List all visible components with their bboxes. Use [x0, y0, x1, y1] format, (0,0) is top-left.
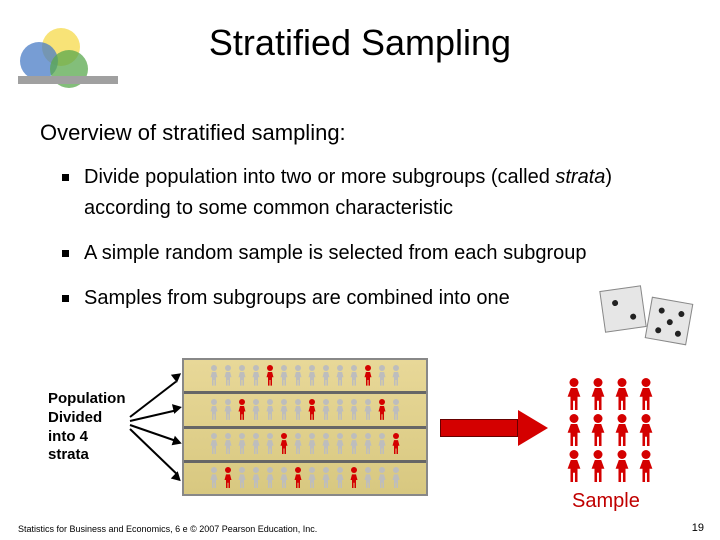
arrow-line — [130, 424, 175, 441]
person-icon — [333, 465, 347, 491]
die-pip — [655, 327, 662, 334]
person-icon — [291, 431, 305, 457]
person-icon — [361, 431, 375, 457]
sample-person-icon — [610, 412, 634, 448]
person-icon — [389, 363, 403, 389]
person-icon — [389, 431, 403, 457]
die-pip — [630, 313, 637, 320]
title-underline — [18, 76, 118, 84]
person-icon — [361, 363, 375, 389]
slide-subtitle: Overview of stratified sampling: — [40, 120, 346, 146]
sample-person-icon — [586, 376, 610, 412]
person-icon — [291, 397, 305, 423]
person-icon — [305, 465, 319, 491]
person-icon — [375, 431, 389, 457]
stratum-row — [184, 429, 426, 463]
die-pip — [674, 330, 681, 337]
sample-person-icon — [634, 412, 658, 448]
die-pip — [658, 307, 665, 314]
person-icon — [221, 465, 235, 491]
person-icon — [235, 431, 249, 457]
person-icon — [249, 465, 263, 491]
person-icon — [347, 431, 361, 457]
person-icon — [319, 363, 333, 389]
person-icon — [263, 397, 277, 423]
die-pip — [612, 300, 619, 307]
person-icon — [207, 397, 221, 423]
stratum-row — [184, 463, 426, 494]
person-icon — [249, 363, 263, 389]
sample-person-icon — [610, 376, 634, 412]
bullet-1: Divide population into two or more subgr… — [62, 162, 680, 224]
person-icon — [277, 431, 291, 457]
bullet-2: A simple random sample is selected from … — [62, 238, 680, 269]
person-icon — [221, 397, 235, 423]
person-icon — [347, 397, 361, 423]
strata-diagram — [182, 358, 428, 496]
big-red-arrow — [440, 410, 550, 446]
person-icon — [249, 431, 263, 457]
footer-text: Statistics for Business and Economics, 6… — [18, 524, 317, 534]
sample-person-icon — [562, 376, 586, 412]
strata-label: Population Divided into 4 strata — [44, 388, 130, 467]
stratum-row — [184, 360, 426, 394]
page-number: 19 — [692, 522, 704, 534]
sample-person-icon — [634, 448, 658, 484]
person-icon — [221, 363, 235, 389]
person-icon — [347, 363, 361, 389]
person-icon — [375, 465, 389, 491]
person-icon — [333, 363, 347, 389]
person-icon — [277, 465, 291, 491]
arrow-line — [129, 428, 177, 474]
person-icon — [277, 363, 291, 389]
person-icon — [319, 465, 333, 491]
person-icon — [333, 431, 347, 457]
sample-person-icon — [586, 448, 610, 484]
person-icon — [389, 397, 403, 423]
person-icon — [235, 465, 249, 491]
person-icon — [221, 431, 235, 457]
bullet-list: Divide population into two or more subgr… — [62, 162, 680, 328]
person-icon — [207, 363, 221, 389]
person-icon — [263, 363, 277, 389]
sample-person-icon — [586, 412, 610, 448]
person-icon — [305, 397, 319, 423]
person-icon — [235, 363, 249, 389]
person-icon — [319, 397, 333, 423]
person-icon — [333, 397, 347, 423]
die-pip — [666, 319, 673, 326]
person-icon — [361, 465, 375, 491]
sample-group — [562, 376, 658, 484]
sample-person-icon — [610, 448, 634, 484]
die-pip — [678, 311, 685, 318]
person-icon — [207, 431, 221, 457]
person-icon — [207, 465, 221, 491]
person-icon — [291, 465, 305, 491]
sample-label: Sample — [572, 490, 640, 513]
bullet-3: Samples from subgroups are combined into… — [62, 283, 680, 314]
sample-person-icon — [562, 412, 586, 448]
slide-title: Stratified Sampling — [0, 22, 720, 64]
person-icon — [249, 397, 263, 423]
dice-illustration — [602, 288, 702, 368]
person-icon — [263, 465, 277, 491]
person-icon — [235, 397, 249, 423]
person-icon — [277, 397, 291, 423]
person-icon — [389, 465, 403, 491]
stratum-row — [184, 394, 426, 428]
person-icon — [361, 397, 375, 423]
person-icon — [375, 397, 389, 423]
sample-person-icon — [562, 448, 586, 484]
person-icon — [305, 363, 319, 389]
person-icon — [291, 363, 305, 389]
person-icon — [305, 431, 319, 457]
person-icon — [319, 431, 333, 457]
sample-person-icon — [634, 376, 658, 412]
person-icon — [347, 465, 361, 491]
person-icon — [263, 431, 277, 457]
person-icon — [375, 363, 389, 389]
